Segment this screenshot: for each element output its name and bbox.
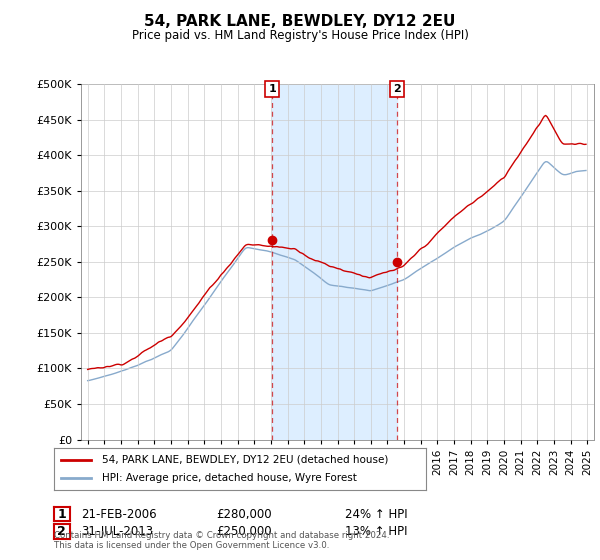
Text: 21-FEB-2006: 21-FEB-2006 — [81, 507, 157, 521]
Text: £280,000: £280,000 — [216, 507, 272, 521]
Text: Price paid vs. HM Land Registry's House Price Index (HPI): Price paid vs. HM Land Registry's House … — [131, 29, 469, 42]
Text: 1: 1 — [268, 84, 276, 94]
Text: 2: 2 — [393, 84, 401, 94]
Text: 24% ↑ HPI: 24% ↑ HPI — [345, 507, 407, 521]
Text: 31-JUL-2013: 31-JUL-2013 — [81, 525, 153, 538]
Text: Contains HM Land Registry data © Crown copyright and database right 2024.
This d: Contains HM Land Registry data © Crown c… — [54, 530, 389, 550]
Text: 54, PARK LANE, BEWDLEY, DY12 2EU: 54, PARK LANE, BEWDLEY, DY12 2EU — [145, 14, 455, 29]
Text: 54, PARK LANE, BEWDLEY, DY12 2EU (detached house): 54, PARK LANE, BEWDLEY, DY12 2EU (detach… — [103, 455, 389, 465]
Text: 2: 2 — [58, 525, 66, 538]
Text: 1: 1 — [58, 507, 66, 521]
Text: £250,000: £250,000 — [216, 525, 272, 538]
Text: 13% ↑ HPI: 13% ↑ HPI — [345, 525, 407, 538]
Bar — [272, 84, 397, 440]
Text: HPI: Average price, detached house, Wyre Forest: HPI: Average price, detached house, Wyre… — [103, 473, 357, 483]
